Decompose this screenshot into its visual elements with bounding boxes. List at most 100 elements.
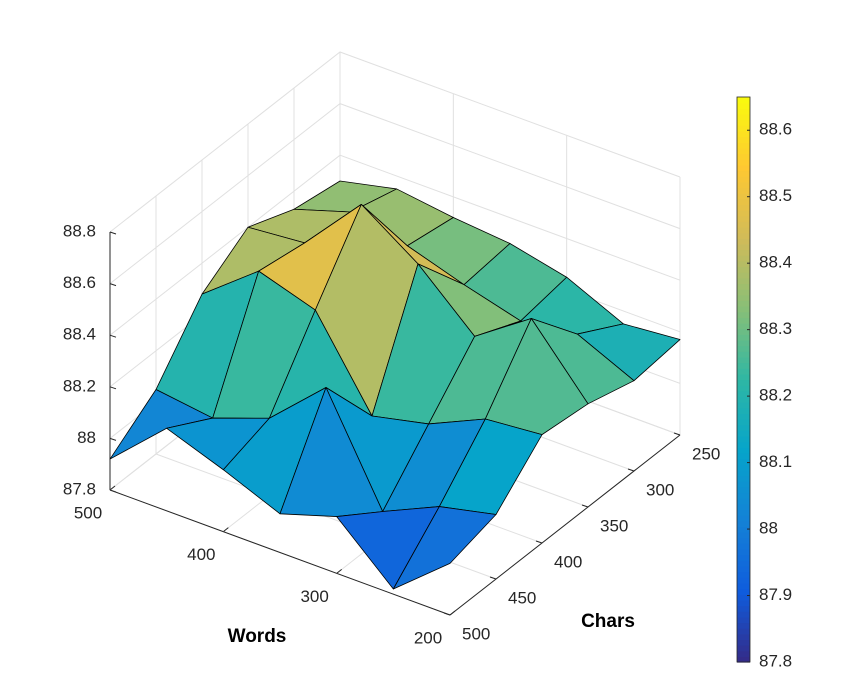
colorbar-cell xyxy=(737,656,750,663)
colorbar-cell xyxy=(737,520,750,527)
colorbar-cell xyxy=(737,238,750,245)
colorbar-cell xyxy=(737,645,750,652)
colorbar-cell xyxy=(737,345,750,352)
colorbar-tick-label: 88.2 xyxy=(759,386,792,405)
colorbar-cell xyxy=(737,328,750,335)
colorbar-cell xyxy=(737,125,750,132)
colorbar-tick-label: 87.9 xyxy=(759,585,792,604)
colorbar-cell xyxy=(737,97,750,104)
colorbar-cell xyxy=(737,323,750,330)
colorbar-tick-label: 88.1 xyxy=(759,452,792,471)
colorbar-cell xyxy=(737,142,750,149)
x-tick-label: 300 xyxy=(300,587,328,606)
colorbar-tick-label: 88.4 xyxy=(759,253,792,272)
colorbar-cell xyxy=(737,526,750,533)
colorbar-tick-label: 88.5 xyxy=(759,186,792,205)
x-tick xyxy=(223,527,229,533)
colorbar-cell xyxy=(737,204,750,211)
colorbar-cell xyxy=(737,373,750,381)
y-tick-label: 500 xyxy=(462,624,490,643)
colorbar-cell xyxy=(737,187,750,194)
y-axis-label: Chars xyxy=(581,611,635,632)
colorbar-cell xyxy=(737,436,750,443)
colorbar-cell xyxy=(737,368,750,375)
colorbar-cell xyxy=(737,181,750,188)
x-tick xyxy=(109,485,116,491)
colorbar-cell xyxy=(737,198,750,205)
surface-patch xyxy=(392,506,497,590)
colorbar-cell xyxy=(737,317,750,324)
colorbar-cell xyxy=(737,311,750,318)
colorbar-cell xyxy=(737,633,750,640)
colorbar-cell xyxy=(737,193,750,200)
colorbar-cell xyxy=(737,588,750,595)
colorbar-cell xyxy=(737,447,750,454)
colorbar-cell xyxy=(737,560,750,567)
colorbar-cell xyxy=(737,532,750,539)
colorbar-tick-label: 88.6 xyxy=(759,120,792,139)
y-tick-label: 250 xyxy=(692,444,720,463)
colorbar-cell xyxy=(737,452,750,460)
colorbar-cell xyxy=(737,283,750,290)
colorbar-cell xyxy=(737,164,750,172)
colorbar-cell xyxy=(737,407,750,414)
colorbar-cell xyxy=(737,277,750,285)
colorbar-tick-label: 88.3 xyxy=(759,319,792,338)
colorbar-cell xyxy=(737,108,750,115)
y-tick-label: 300 xyxy=(646,480,674,499)
colorbar-cell xyxy=(737,232,750,239)
colorbar-cell xyxy=(737,543,750,550)
colorbar-cell xyxy=(737,582,750,590)
colorbar-cell xyxy=(737,486,750,494)
colorbar-cell xyxy=(737,339,750,347)
y-tick xyxy=(673,432,681,436)
z-tick-label: 88.8 xyxy=(63,221,96,240)
axis-line xyxy=(449,434,681,616)
colorbar-cell xyxy=(737,464,750,471)
colorbar-cell xyxy=(737,215,750,222)
colorbar-cell xyxy=(737,255,750,262)
colorbar-cell xyxy=(737,628,750,635)
y-tick-label: 450 xyxy=(508,588,536,607)
colorbar-cell xyxy=(737,379,750,386)
colorbar-cell xyxy=(737,170,750,177)
x-tick-label: 200 xyxy=(414,628,442,647)
colorbar-cell xyxy=(737,306,750,313)
colorbar-cell xyxy=(737,611,750,618)
colorbar-cell xyxy=(737,136,750,143)
colorbar-cell xyxy=(737,390,750,398)
z-tick-label: 87.8 xyxy=(63,479,96,498)
colorbar-cell xyxy=(737,210,750,217)
colorbar-cell xyxy=(737,334,750,341)
colorbar-cell xyxy=(737,300,750,307)
colorbar-cell xyxy=(737,577,750,584)
colorbar-cell xyxy=(737,402,750,409)
colorbar-cell xyxy=(737,565,750,573)
colorbar-cell xyxy=(737,509,750,516)
colorbar-cell xyxy=(737,226,750,234)
colorbar-cell xyxy=(737,481,750,488)
z-tick xyxy=(109,231,117,235)
y-tick-label: 400 xyxy=(554,552,582,571)
z-tick xyxy=(109,437,117,441)
colorbar-cell xyxy=(737,599,750,607)
colorbar-cell xyxy=(737,554,750,561)
colorbar-cell xyxy=(737,537,750,544)
colorbar-cell xyxy=(737,362,750,369)
colorbar-cell xyxy=(737,130,750,138)
colorbar-cell xyxy=(737,272,750,279)
y-tick xyxy=(489,576,497,580)
x-axis-label: Words xyxy=(228,626,287,647)
colorbar-cell xyxy=(737,396,750,403)
colorbar-cell xyxy=(737,571,750,578)
y-tick xyxy=(581,504,589,508)
colorbar-cell xyxy=(737,351,750,358)
z-tick-label: 88 xyxy=(77,428,96,447)
colorbar-cell xyxy=(737,430,750,437)
colorbar-cell xyxy=(737,458,750,465)
colorbar-cell xyxy=(737,266,750,273)
x-tick-label: 400 xyxy=(187,545,215,564)
x-tick-label: 500 xyxy=(74,503,102,522)
z-tick-label: 88.6 xyxy=(63,273,96,292)
